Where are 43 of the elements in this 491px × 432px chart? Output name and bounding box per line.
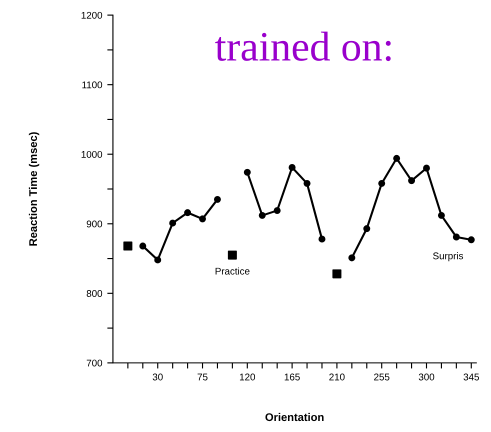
point (123, 242, 132, 251)
point (304, 180, 311, 187)
point (408, 177, 416, 184)
y-tick-label: 1200 (82, 12, 102, 19)
point (332, 269, 342, 278)
point (288, 164, 296, 171)
point (378, 180, 386, 187)
point (244, 168, 251, 176)
x-tick-label: 120 (240, 374, 256, 380)
y-axis-title: Reaction Time (msec) (28, 132, 40, 246)
point (452, 234, 460, 240)
x-tick-label: 165 (284, 374, 300, 380)
point (274, 207, 281, 214)
x-tick-label: 300 (418, 374, 434, 380)
point (258, 212, 266, 219)
point (438, 212, 445, 219)
point (199, 215, 206, 222)
y-tick-label: 1100 (82, 81, 102, 88)
annotation: Surpris (433, 252, 464, 262)
point (154, 256, 162, 264)
point (393, 154, 400, 162)
point (228, 250, 237, 260)
point (184, 209, 192, 216)
x-tick-label: 210 (329, 374, 345, 380)
annotation: Practice (216, 267, 250, 275)
x-axis-title: Orientation (265, 412, 324, 422)
y-tick-label: 700 (86, 360, 102, 366)
point (169, 220, 176, 227)
y-tick-label: 1000 (82, 150, 102, 158)
point (363, 225, 370, 232)
x-tick-label: 75 (198, 374, 208, 380)
x-tick-label: 345 (464, 374, 479, 380)
point (468, 236, 475, 244)
y-tick-label: 900 (86, 220, 102, 228)
x-tick-label: 30 (152, 374, 163, 380)
point (139, 242, 146, 250)
point (423, 164, 430, 172)
chart-title: trained on: (215, 32, 391, 62)
point (214, 196, 221, 203)
point (318, 236, 326, 243)
y-tick-label: 800 (86, 290, 102, 297)
x-tick-label: 255 (374, 374, 390, 380)
point (348, 254, 356, 262)
